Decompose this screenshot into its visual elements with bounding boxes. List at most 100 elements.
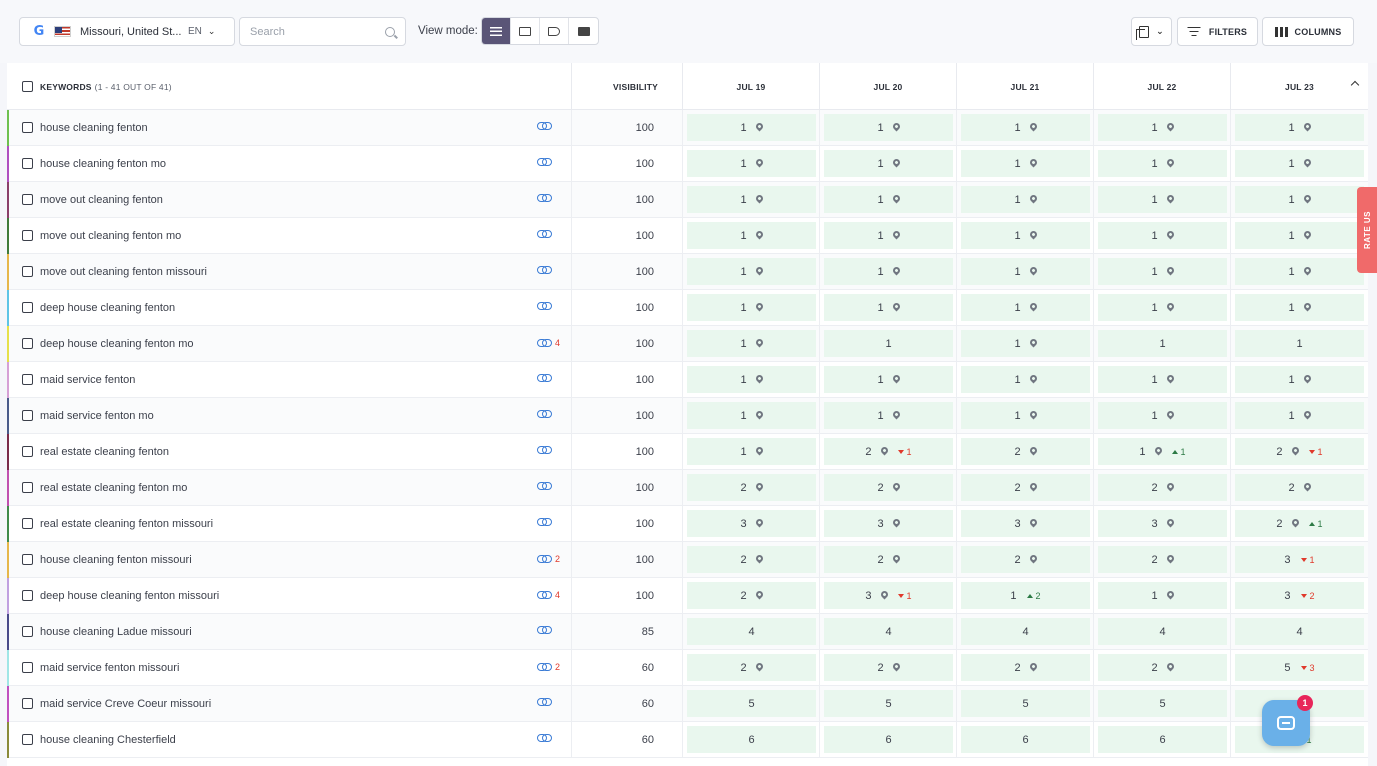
view-mode-directory-button[interactable]	[569, 18, 598, 44]
ranking-url-link[interactable]	[537, 626, 555, 634]
location-select[interactable]: G Missouri, United St... EN ⌄	[19, 17, 235, 46]
position-value-box[interactable]: 1	[961, 366, 1090, 393]
ranking-url-link[interactable]	[537, 482, 555, 490]
position-value-box[interactable]: 1	[687, 150, 816, 177]
row-checkbox[interactable]	[22, 122, 33, 133]
position-value-box[interactable]: 1	[961, 114, 1090, 141]
date-column-header[interactable]: JUL 22	[1094, 63, 1231, 110]
view-mode-list-button[interactable]	[482, 18, 511, 44]
keyword-text[interactable]: house cleaning fenton mo	[40, 157, 166, 170]
position-value-box[interactable]: 1	[961, 150, 1090, 177]
position-value-box[interactable]: 2	[961, 546, 1090, 573]
row-checkbox[interactable]	[22, 626, 33, 637]
position-value-box[interactable]: 2	[824, 474, 953, 501]
keyword-text[interactable]: maid service fenton mo	[40, 409, 154, 422]
date-column-header[interactable]: JUL 19	[683, 63, 820, 110]
position-value-box[interactable]: 1	[687, 186, 816, 213]
position-value-box[interactable]: 5	[687, 690, 816, 717]
position-value-box[interactable]: 1	[687, 330, 816, 357]
keyword-text[interactable]: real estate cleaning fenton mo	[40, 481, 188, 494]
position-value-box[interactable]: 1	[1098, 582, 1227, 609]
position-value-box[interactable]: 1	[824, 402, 953, 429]
row-checkbox[interactable]	[22, 338, 33, 349]
position-value-box[interactable]: 4	[1235, 618, 1364, 645]
position-value-box[interactable]: 1	[1098, 186, 1227, 213]
search-input[interactable]	[250, 25, 375, 38]
ranking-url-link[interactable]: 2	[537, 554, 560, 564]
date-column-header[interactable]: JUL 20	[820, 63, 957, 110]
position-value-box[interactable]: 1	[1235, 294, 1364, 321]
position-value-box[interactable]: 1	[1098, 330, 1227, 357]
columns-button[interactable]: COLUMNS	[1262, 17, 1354, 46]
row-checkbox[interactable]	[22, 698, 33, 709]
position-value-box[interactable]: 1	[961, 186, 1090, 213]
keyword-text[interactable]: move out cleaning fenton mo	[40, 229, 182, 242]
position-value-box[interactable]: 1	[961, 258, 1090, 285]
copy-dropdown-button[interactable]: ⌄	[1131, 17, 1172, 46]
ranking-url-link[interactable]: 2	[537, 662, 560, 672]
position-value-box[interactable]: 2	[687, 582, 816, 609]
keyword-text[interactable]: real estate cleaning fenton	[40, 445, 170, 458]
ranking-url-link[interactable]	[537, 410, 555, 418]
ranking-url-link[interactable]	[537, 158, 555, 166]
position-value-box[interactable]: 2	[687, 654, 816, 681]
position-value-box[interactable]: 1	[687, 294, 816, 321]
position-value-box[interactable]: 1	[824, 258, 953, 285]
position-value-box[interactable]: 1	[1098, 402, 1227, 429]
position-value-box[interactable]: 4	[961, 618, 1090, 645]
ranking-url-link[interactable]: 4	[537, 338, 560, 348]
row-checkbox[interactable]	[22, 734, 33, 745]
position-value-box[interactable]: 1	[961, 222, 1090, 249]
date-column-header[interactable]: JUL 21	[957, 63, 1094, 110]
position-value-box[interactable]: 3	[961, 510, 1090, 537]
row-checkbox[interactable]	[22, 410, 33, 421]
position-value-box[interactable]: 1	[687, 402, 816, 429]
position-value-box[interactable]: 1	[1098, 258, 1227, 285]
keyword-text[interactable]: maid service fenton	[40, 373, 136, 386]
ranking-url-link[interactable]	[537, 698, 555, 706]
row-checkbox[interactable]	[22, 194, 33, 205]
row-checkbox[interactable]	[22, 266, 33, 277]
row-checkbox[interactable]	[22, 374, 33, 385]
position-value-box[interactable]: 6	[687, 726, 816, 753]
keyword-text[interactable]: deep house cleaning fenton mo	[40, 337, 194, 350]
row-checkbox[interactable]	[22, 662, 33, 673]
ranking-url-link[interactable]	[537, 266, 555, 274]
position-value-box[interactable]: 4	[1098, 618, 1227, 645]
position-value-box[interactable]: 5	[824, 690, 953, 717]
select-all-checkbox[interactable]	[22, 81, 33, 92]
row-checkbox[interactable]	[22, 158, 33, 169]
search-icon[interactable]	[385, 26, 395, 37]
keyword-text[interactable]: real estate cleaning fenton missouri	[40, 517, 214, 530]
ranking-url-link[interactable]	[537, 230, 555, 238]
ranking-url-link[interactable]	[537, 734, 555, 742]
position-value-box[interactable]: 2	[824, 546, 953, 573]
position-value-box[interactable]: 1	[1235, 366, 1364, 393]
position-value-box[interactable]: 5	[961, 690, 1090, 717]
position-value-box[interactable]: 6	[824, 726, 953, 753]
view-mode-tag-button[interactable]	[540, 18, 569, 44]
view-mode-folder-button[interactable]	[511, 18, 540, 44]
position-value-box[interactable]: 1	[1235, 222, 1364, 249]
position-value-box[interactable]: 1	[824, 186, 953, 213]
row-checkbox[interactable]	[22, 446, 33, 457]
position-value-box[interactable]: 4	[824, 618, 953, 645]
position-value-box[interactable]: 1	[1235, 330, 1364, 357]
position-value-box[interactable]: 2	[961, 474, 1090, 501]
position-value-box[interactable]: 3	[1098, 510, 1227, 537]
position-value-box[interactable]: 1	[687, 258, 816, 285]
position-value-box[interactable]: 2	[1235, 474, 1364, 501]
position-value-box[interactable]: 1	[1235, 114, 1364, 141]
row-checkbox[interactable]	[22, 302, 33, 313]
position-value-box[interactable]: 1	[1235, 186, 1364, 213]
position-value-box[interactable]: 2	[687, 546, 816, 573]
position-value-box[interactable]: 2	[1098, 546, 1227, 573]
position-value-box[interactable]: 2	[961, 654, 1090, 681]
